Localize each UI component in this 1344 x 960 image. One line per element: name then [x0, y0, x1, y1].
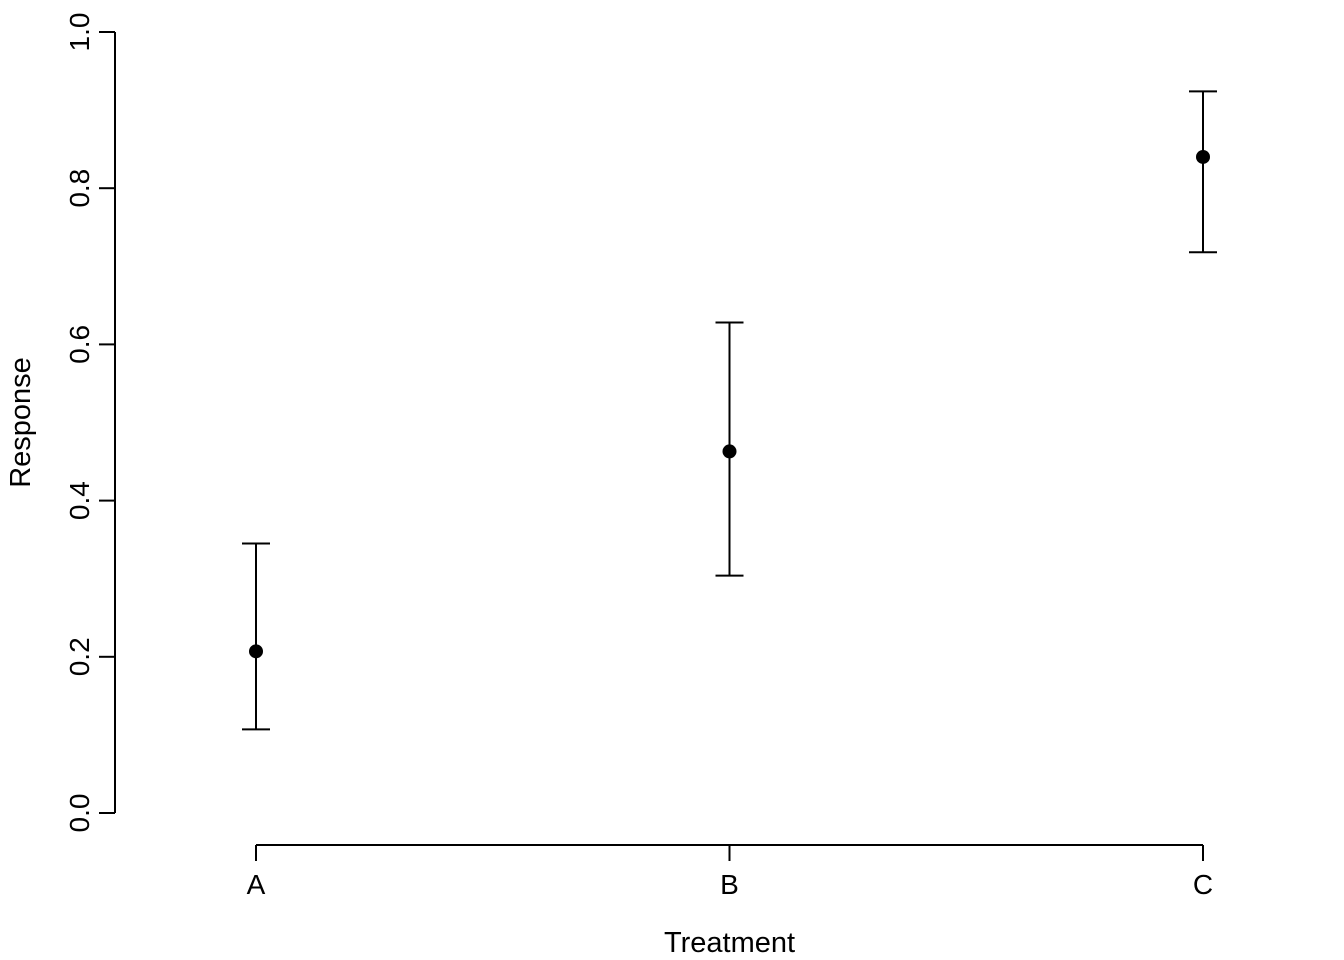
y-axis-ticks: 0.0 0.2 0.4 0.6 0.8 1.0	[64, 13, 115, 833]
x-tick-label: B	[720, 869, 739, 900]
x-axis-ticks: A B C	[247, 845, 1213, 900]
y-tick-label: 0.0	[64, 794, 95, 833]
data-marks	[242, 90, 1217, 731]
y-tick-label: 0.4	[64, 481, 95, 520]
data-point	[1196, 149, 1210, 164]
data-point	[249, 644, 263, 659]
y-axis-title: Response	[5, 357, 37, 488]
x-tick-label: A	[247, 869, 266, 900]
y-tick-label: 1.0	[64, 13, 95, 52]
y-tick-label: 0.6	[64, 325, 95, 364]
y-tick-label: 0.8	[64, 169, 95, 208]
x-tick-label: C	[1193, 869, 1213, 900]
x-axis-title: Treatment	[664, 927, 795, 959]
data-point	[722, 444, 737, 459]
y-tick-label: 0.2	[64, 637, 95, 676]
